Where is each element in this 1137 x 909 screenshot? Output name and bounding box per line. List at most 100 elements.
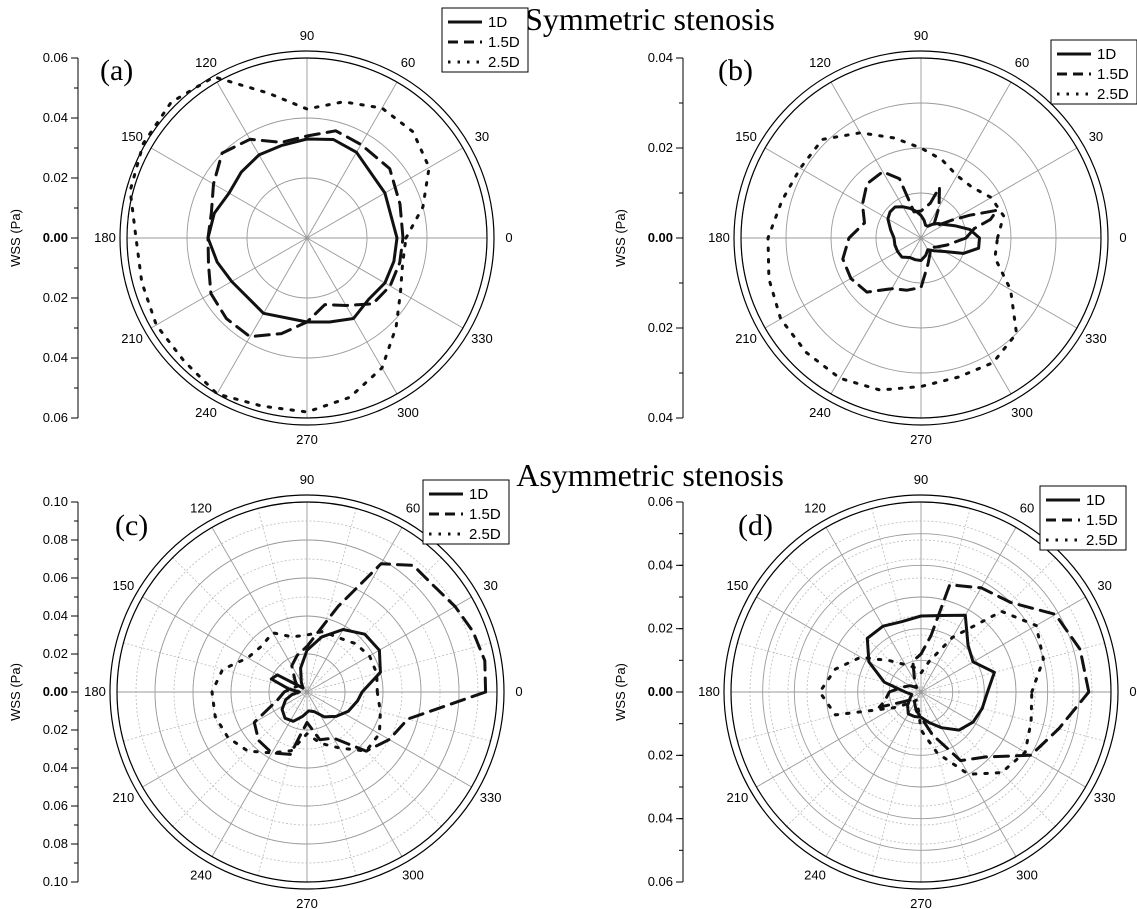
angle-tick-label: 240 [809,405,831,420]
angle-tick-label: 120 [804,500,826,515]
series-line-2-5D [128,75,431,414]
radial-tick-label: 0.04 [43,608,68,623]
grid-spoke [211,691,308,857]
grid-spoke [306,691,403,857]
grid-spoke [920,691,1017,857]
grid-spoke [150,237,308,329]
legend-label: 1D [1086,492,1105,509]
grid-spoke [830,81,922,239]
outer-ring [740,57,1102,419]
radial-tick-label: 0.04 [43,350,68,365]
outer-ring [119,50,495,426]
outer-ring [733,50,1109,426]
outer-ring [126,57,488,419]
polar-panel-0: 0 30 60 90 120 150 180 210 240 270 300 330 0.00 0.02 0… [8,7,529,447]
angle-tick-label: 30 [1097,578,1111,593]
y-axis-label: WSS (Pa) [613,209,628,267]
legend-label: 1.5D [1097,66,1129,83]
angle-tick-label: 210 [113,790,135,805]
angle-tick-label: 330 [1085,331,1107,346]
series-line-1-5D [877,583,1091,763]
angle-tick-label: 60 [401,55,415,70]
radial-tick-label: 0.02 [43,646,68,661]
angle-tick-label: 270 [296,432,318,447]
outer-ring [730,501,1112,883]
angle-tick-label: 60 [1020,500,1034,515]
grid-spoke [920,237,1012,395]
grid-spoke [920,691,1086,788]
section-title-asymmetric: Asymmetric stenosis [516,457,784,493]
outer-ring [723,494,1119,890]
radial-tick-label: 0.02 [648,621,673,636]
series-line-1-5D [252,562,488,756]
radial-tick-label: 0.02 [43,290,68,305]
legend-label: 2.5D [1086,532,1118,549]
series-line-1-5D [206,129,405,339]
radial-tick-label: 0.04 [648,811,673,826]
legend-label: 1.5D [488,34,520,51]
angle-tick-label: 120 [195,55,217,70]
radial-tick-label: 0.00 [648,230,673,245]
radial-tick-label: 0.04 [648,50,673,65]
radial-tick-label: 0.00 [43,230,68,245]
polar-panel-1: 0 30 60 90 120 150 180 210 240 270 300 330 0.00 0.02 0… [613,28,1137,447]
radial-tick-label: 0.06 [43,410,68,425]
angle-tick-label: 90 [300,472,314,487]
legend-label: 1D [1097,46,1116,63]
radial-tick-label: 0.00 [43,684,68,699]
legend-label: 2.5D [1097,86,1129,103]
angle-tick-label: 90 [914,472,928,487]
panel-label: (b) [718,54,753,87]
angle-tick-label: 150 [113,578,135,593]
minor-grid-spoke [306,691,442,827]
grid-spoke [756,691,922,788]
grid-spoke [142,691,308,788]
radial-tick-label: 0.04 [43,110,68,125]
legend-label: 1D [469,486,488,503]
radial-tick-label: 0.00 [648,684,673,699]
legend-label: 1D [488,14,507,31]
angle-tick-label: 150 [735,129,757,144]
legend-label: 2.5D [488,54,520,71]
radial-tick-label: 0.06 [43,798,68,813]
angle-tick-label: 120 [190,500,212,515]
grid-spoke [825,691,922,857]
angle-tick-label: 270 [910,896,932,909]
series-line-1D [865,613,996,732]
radial-tick-label: 0.06 [43,570,68,585]
angle-tick-label: 300 [1011,405,1033,420]
angle-tick-label: 330 [480,790,502,805]
angle-tick-label: 30 [1089,129,1103,144]
angle-tick-label: 240 [195,405,217,420]
angle-tick-label: 300 [1016,868,1038,883]
angle-tick-label: 300 [402,868,424,883]
angle-tick-label: 300 [397,405,419,420]
y-axis-label: WSS (Pa) [8,663,23,721]
angle-tick-label: 240 [804,868,826,883]
grid-spoke [825,527,922,693]
angle-tick-label: 120 [809,55,831,70]
series-line-2-5D [766,131,1018,392]
legend-box [441,7,529,73]
minor-grid-spoke [306,642,491,693]
panel-label: (c) [115,509,148,542]
angle-tick-label: 210 [735,331,757,346]
angle-tick-label: 0 [1119,230,1126,245]
grid-spoke [216,237,308,395]
angle-tick-label: 210 [121,331,143,346]
angle-tick-label: 30 [475,129,489,144]
legend-box [1050,39,1137,105]
panel-label: (a) [100,54,133,87]
radial-tick-label: 0.08 [43,532,68,547]
panels-group: 03060901201501802102402703003300.000.020… [8,7,1137,909]
angle-tick-label: 30 [483,578,497,593]
radial-tick-label: 0.02 [648,140,673,155]
radial-tick-label: 0.10 [43,874,68,889]
grid-spoke [920,527,1017,693]
angle-tick-label: 60 [1015,55,1029,70]
polar-panel-3: 0 30 60 90 120 150 180 210 240 270 300 330 0.00 0.02 0… [613,472,1137,909]
angle-tick-label: 210 [727,790,749,805]
angle-tick-label: 0 [515,684,522,699]
angle-tick-label: 150 [727,578,749,593]
angle-tick-label: 180 [84,684,106,699]
